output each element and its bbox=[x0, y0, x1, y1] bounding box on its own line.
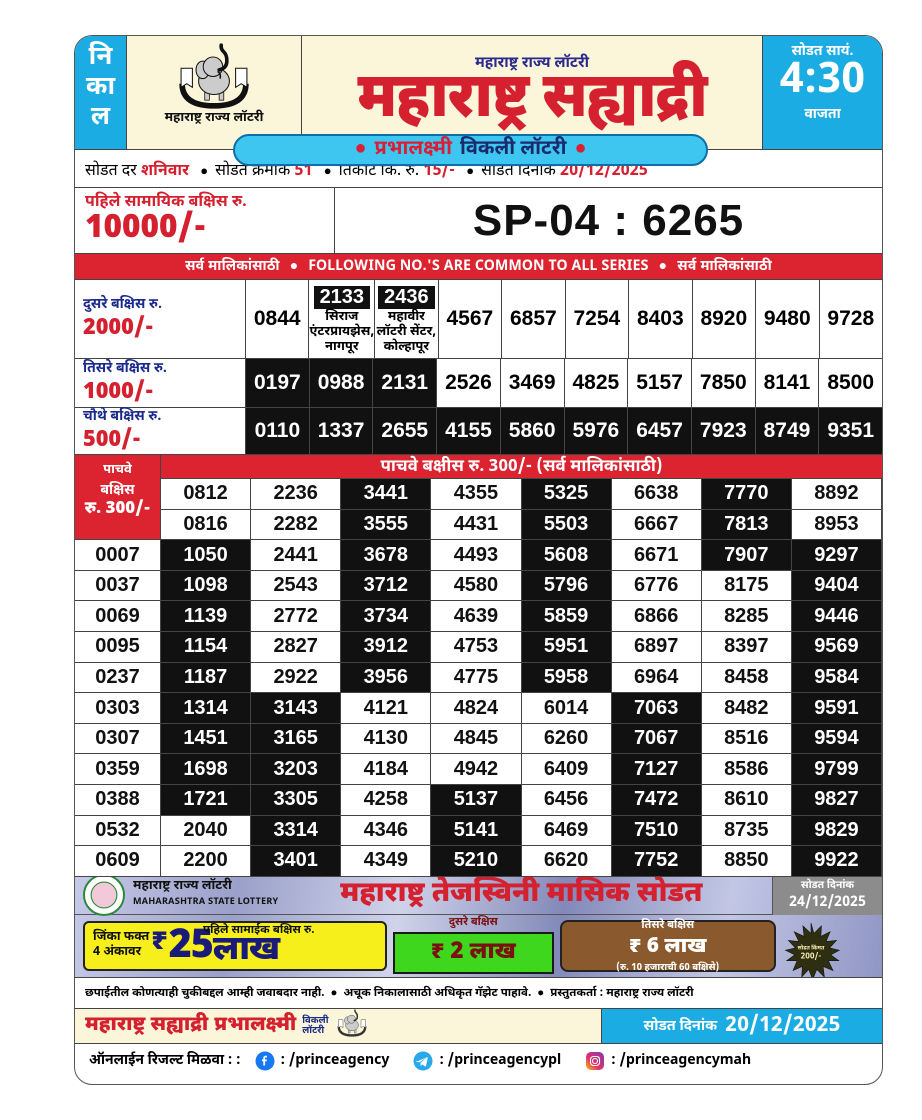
svg-text:200/-: 200/- bbox=[800, 951, 821, 963]
